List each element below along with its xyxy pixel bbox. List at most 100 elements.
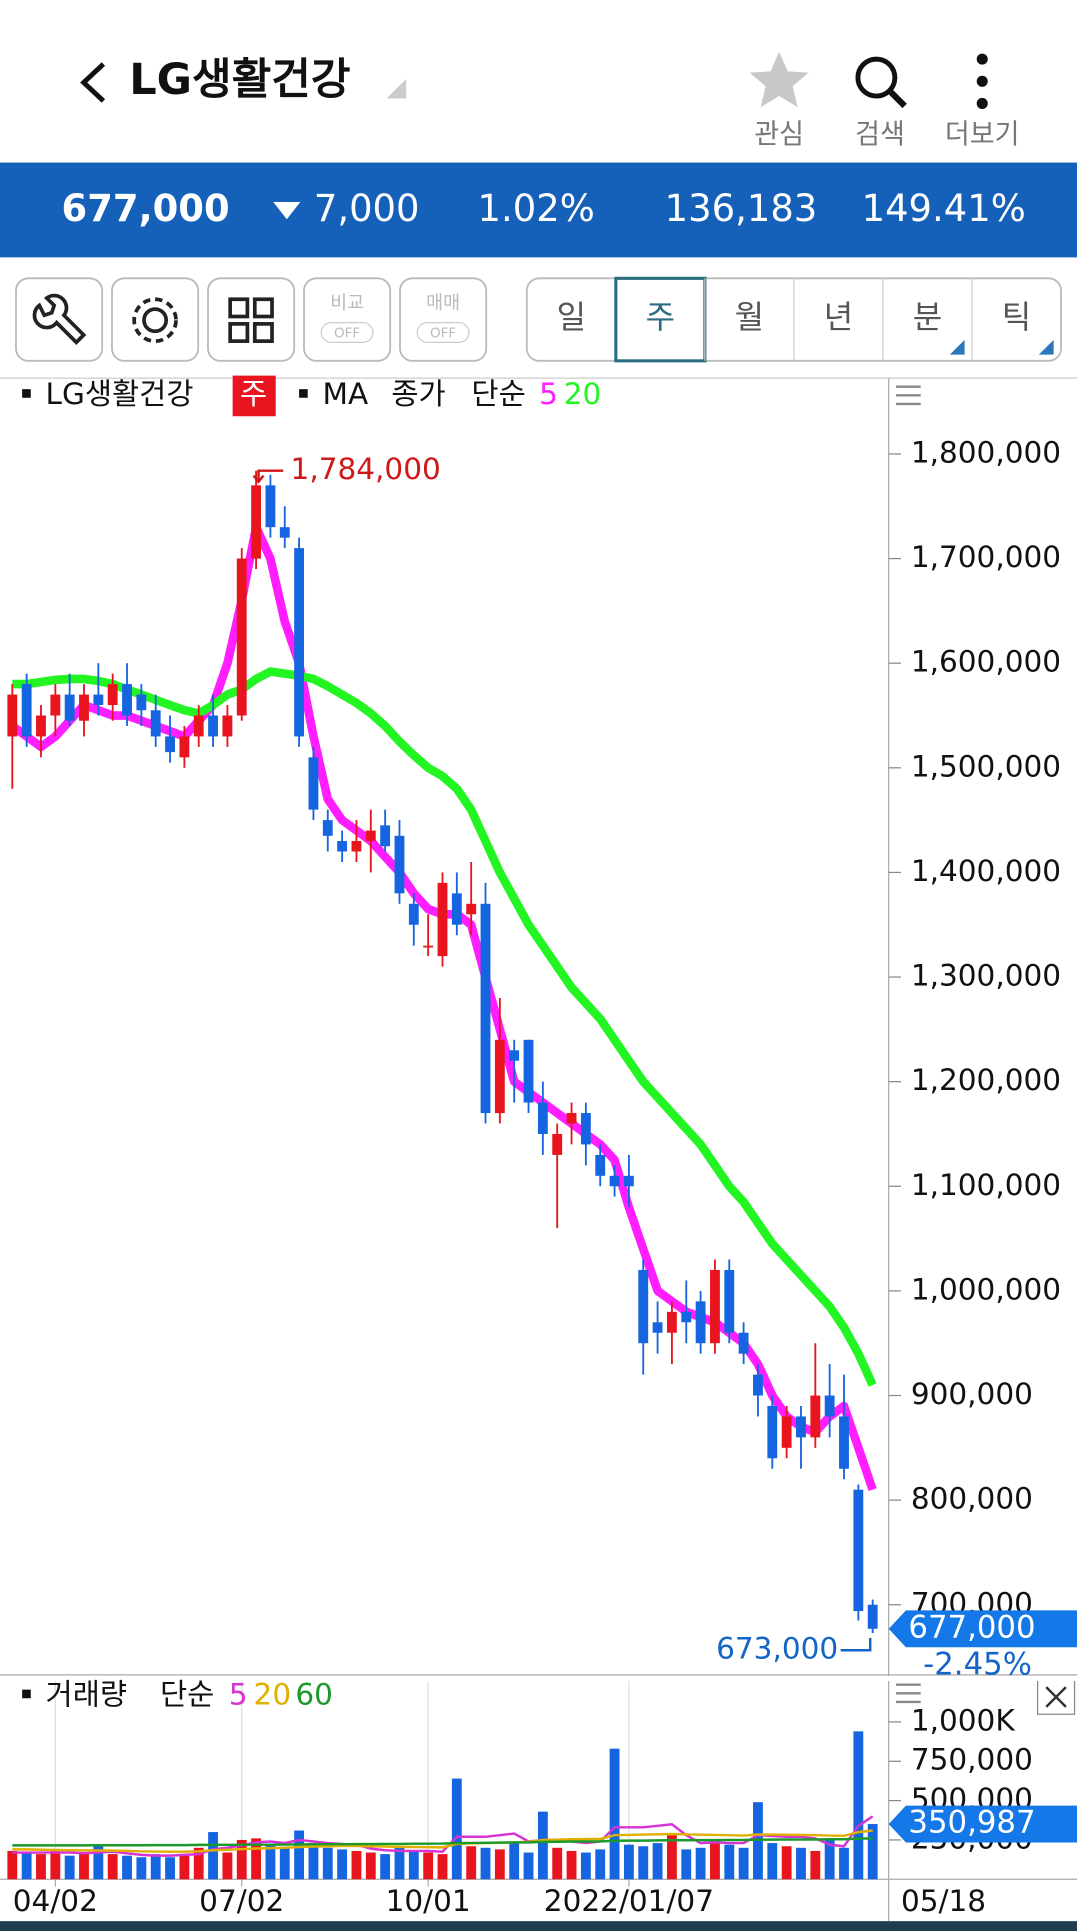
candle-body <box>394 835 405 894</box>
candle-body <box>523 1039 534 1103</box>
period-button[interactable]: 월 <box>735 298 764 336</box>
last-volume-label: 350,987 <box>908 1805 1035 1841</box>
volume-bar <box>107 1854 118 1880</box>
trade-button[interactable] <box>399 277 488 362</box>
legend-entry: 5 <box>539 377 558 411</box>
candle-body <box>595 1154 606 1176</box>
y-tick-label: 900,000 <box>911 1377 1033 1411</box>
legend-entry: 20 <box>254 1677 292 1711</box>
volume-bar <box>681 1849 692 1880</box>
period-button[interactable]: 분 <box>913 298 942 336</box>
trade-label: 매매 <box>426 293 460 314</box>
candle-body <box>64 694 75 721</box>
candle-body <box>423 945 434 948</box>
change-rate: 1.02% <box>478 187 595 230</box>
candle-body <box>251 485 262 559</box>
period-button[interactable]: 일 <box>557 298 586 336</box>
toggle-label: OFF <box>334 326 360 342</box>
y-tick-label: 1,400,000 <box>911 854 1061 888</box>
layout-button[interactable] <box>207 277 296 362</box>
volume-bar <box>351 1850 362 1880</box>
candle-body <box>322 820 333 836</box>
candle-body <box>165 736 175 753</box>
volume-bar <box>294 1830 305 1880</box>
back-button[interactable] <box>80 62 106 103</box>
more-dot <box>976 75 988 87</box>
candle-body <box>451 893 462 925</box>
settings-button[interactable] <box>111 277 200 362</box>
volume-bar <box>537 1811 548 1880</box>
volume-bar <box>423 1852 434 1880</box>
y-tick-label: 1,600,000 <box>911 645 1061 679</box>
high-arrow <box>252 469 284 484</box>
candle-body <box>552 1133 563 1155</box>
period-button[interactable]: 주 <box>646 298 675 336</box>
toggle-label: OFF <box>430 326 456 342</box>
volume-bar <box>552 1847 563 1880</box>
gear-icon <box>142 307 169 334</box>
candle-body <box>580 1113 591 1145</box>
change: 7,000 <box>314 187 420 230</box>
candle-body <box>208 715 218 737</box>
grid-icon <box>252 322 274 343</box>
candle-body <box>667 1311 677 1333</box>
last-volume-tag <box>888 1805 1077 1843</box>
more-dot[interactable] <box>976 53 988 65</box>
low-label: 673,000 <box>716 1632 838 1666</box>
candle-body <box>537 1102 548 1134</box>
volume-bar <box>279 1847 290 1880</box>
volume-bar <box>566 1850 577 1880</box>
candle-body <box>566 1113 577 1124</box>
volume-bar <box>236 1839 247 1880</box>
candle-body <box>623 1175 634 1187</box>
volume-bar <box>394 1846 405 1880</box>
volume-title: 거래량 <box>46 1677 127 1711</box>
period-selected[interactable] <box>614 276 707 363</box>
y-tick-label: 1,700,000 <box>911 540 1061 574</box>
volume-bar <box>308 1843 319 1880</box>
volume-bar <box>623 1844 634 1880</box>
candle-body <box>236 558 247 716</box>
more-dot <box>976 97 988 109</box>
volume-ma-line <box>12 1829 873 1853</box>
dropdown-icon[interactable] <box>386 78 407 99</box>
candle-body <box>710 1269 720 1344</box>
toggle <box>416 322 470 343</box>
tool-button[interactable] <box>15 277 104 362</box>
y-tick-label: 750,000 <box>911 1743 1033 1777</box>
toggle <box>320 322 374 343</box>
x-tick-label: 04/02 <box>13 1884 98 1918</box>
volume-bar <box>21 1852 32 1880</box>
legend-entry: 20 <box>564 377 602 411</box>
volume-bar <box>824 1838 835 1880</box>
candle-body <box>21 684 32 737</box>
volume-bar <box>380 1854 391 1880</box>
candle-body <box>681 1311 692 1323</box>
last-price-tag <box>888 1610 1077 1648</box>
volume-bar <box>265 1844 276 1880</box>
period-button[interactable]: 틱 <box>1002 298 1031 336</box>
volume-bar <box>179 1855 190 1880</box>
x-tick-label: 2022/01/07 <box>544 1884 714 1918</box>
period-button[interactable]: 년 <box>824 298 853 336</box>
search-icon-handle <box>887 88 907 109</box>
candle-body <box>638 1269 649 1344</box>
stock-title: LG생활건강 <box>129 55 350 105</box>
search-icon[interactable] <box>855 56 898 99</box>
volume-bar <box>595 1849 606 1880</box>
star-icon[interactable] <box>749 51 809 108</box>
volume-bar <box>781 1846 792 1880</box>
candle-body <box>867 1604 878 1629</box>
compare-button[interactable] <box>303 277 392 362</box>
volume-bar <box>638 1846 649 1880</box>
candle-body <box>480 903 491 1114</box>
volume-bar <box>93 1846 104 1880</box>
y-tick-label: 1,100,000 <box>911 1168 1061 1202</box>
candle-body <box>50 694 61 716</box>
y-tick-label: 1,300,000 <box>911 959 1061 993</box>
y-tick-label: 1,000K <box>911 1703 1016 1737</box>
y-tick-label: 800,000 <box>911 1482 1033 1516</box>
legend-bullet <box>22 1689 31 1699</box>
candle-body <box>738 1332 749 1354</box>
